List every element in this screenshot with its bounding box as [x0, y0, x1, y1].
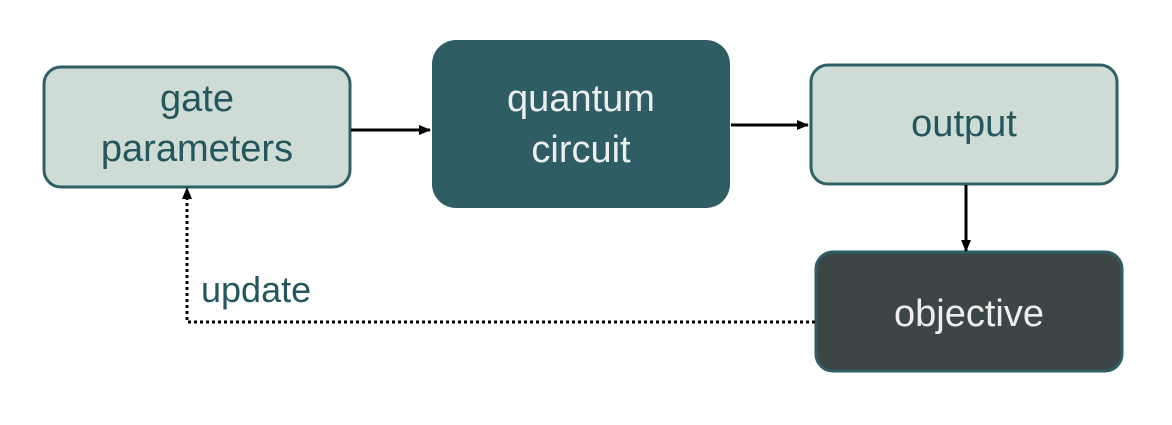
quantum-circuit-label-line1: quantum [507, 78, 655, 120]
output-label: output [911, 103, 1017, 145]
gate-parameters-box [42, 65, 352, 189]
output-box [809, 63, 1119, 186]
gate-parameters-label-line1: gate [160, 78, 234, 120]
output-node: output [809, 63, 1119, 186]
quantum-circuit-label-line2: circuit [531, 129, 631, 171]
quantum-circuit-node: quantum circuit [432, 40, 730, 208]
objective-label: objective [894, 293, 1044, 335]
quantum-circuit-box [432, 40, 730, 208]
objective-node: objective [814, 250, 1124, 373]
objective-box [814, 250, 1124, 373]
update-label: update [201, 269, 311, 310]
gate-parameters-node: gate parameters [42, 65, 352, 189]
gate-parameters-label-line2: parameters [101, 128, 293, 170]
